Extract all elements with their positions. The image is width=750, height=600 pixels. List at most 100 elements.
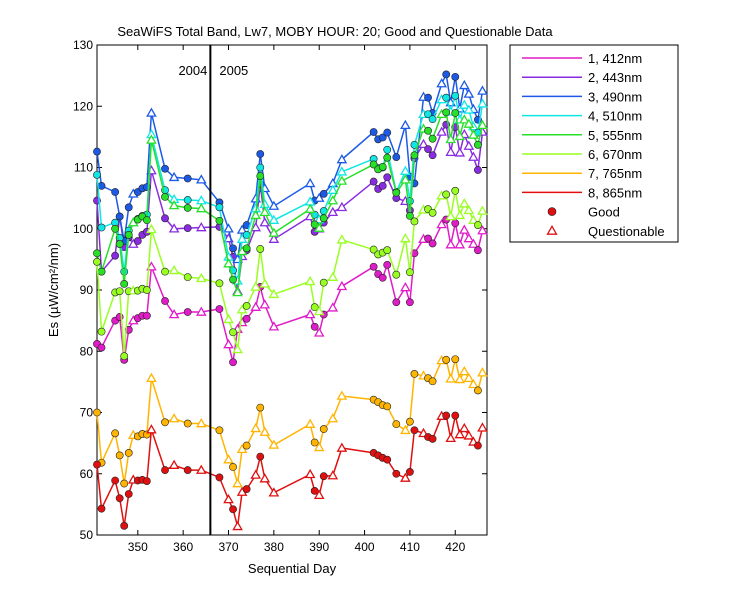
data-point-good (369, 160, 378, 169)
data-point-good (142, 311, 151, 320)
data-point-good (406, 417, 414, 426)
data-point-questionable (223, 223, 234, 233)
data-point-good (111, 251, 120, 260)
data-point-good (428, 239, 437, 248)
data-point-questionable (313, 441, 325, 452)
data-point-good (383, 145, 392, 154)
y-tick-label: 70 (80, 406, 94, 420)
data-point-questionable (168, 413, 180, 423)
data-point-good (442, 70, 451, 79)
data-point-good (161, 466, 169, 474)
data-point-questionable (232, 286, 243, 297)
data-point-questionable (250, 281, 262, 291)
data-point-good (424, 126, 432, 135)
data-point-good (406, 211, 414, 220)
data-point-good (242, 441, 251, 450)
series-line-5 (96, 111, 484, 293)
data-point-questionable (259, 299, 271, 309)
y-axis-label: Es (µW/cm²/nm) (46, 243, 61, 337)
data-point-questionable (195, 306, 207, 316)
data-point-good (115, 287, 124, 296)
data-point-good (424, 110, 432, 119)
data-point-questionable (400, 233, 411, 243)
data-point-questionable (477, 367, 488, 377)
data-point-good (383, 402, 392, 411)
data-point-questionable (477, 225, 488, 235)
data-point-questionable (146, 107, 157, 117)
data-point-good (451, 186, 460, 195)
data-point-questionable (304, 203, 316, 213)
data-point-good (120, 521, 129, 530)
data-point-good (428, 377, 437, 386)
data-point-good (183, 466, 192, 474)
data-point-questionable (436, 78, 447, 88)
data-point-good (424, 145, 432, 154)
data-point-questionable (268, 233, 280, 243)
data-point-questionable (259, 426, 271, 436)
data-point-questionable (400, 174, 411, 184)
legend-box (509, 44, 679, 243)
data-point-questionable (195, 464, 207, 474)
data-point-good (474, 221, 482, 229)
data-point-good (115, 494, 124, 503)
data-point-good (428, 115, 437, 124)
data-point-good (142, 216, 151, 225)
data-point-questionable (468, 214, 479, 224)
data-point-questionable (268, 214, 280, 224)
data-point-questionable (468, 378, 479, 389)
legend-label: 5, 555nm (588, 128, 642, 143)
data-point-good (442, 411, 451, 420)
data-point-questionable (168, 459, 180, 469)
data-point-questionable (259, 278, 271, 288)
legend-label: 8, 865nm (588, 185, 642, 200)
data-point-good (229, 463, 237, 471)
data-point-questionable (313, 489, 325, 499)
y-tick-label: 100 (73, 222, 93, 236)
x-tick-label: 410 (400, 540, 420, 554)
data-point-good (97, 223, 106, 232)
data-point-good (93, 460, 101, 469)
data-point-questionable (459, 365, 470, 376)
data-point-good (474, 246, 482, 255)
data-point-good (256, 150, 265, 158)
data-point-questionable (463, 204, 475, 215)
data-point-questionable (268, 227, 280, 237)
data-point-good (378, 181, 387, 190)
data-point-good (133, 237, 142, 245)
data-point-questionable (268, 288, 280, 299)
data-point-good (369, 128, 378, 136)
y-tick-label: 120 (73, 99, 93, 113)
data-point-good (442, 190, 451, 199)
data-point-questionable (477, 85, 488, 95)
legend-label: 3, 490nm (588, 89, 642, 104)
data-point-questionable (304, 418, 316, 428)
data-point-questionable (454, 130, 466, 141)
data-point-questionable (327, 206, 339, 217)
data-point-questionable (327, 195, 339, 205)
data-point-good (392, 153, 401, 161)
data-point-questionable (445, 133, 457, 144)
data-point-good (406, 298, 414, 307)
data-point-questionable (445, 146, 457, 156)
data-point-questionable (463, 233, 475, 243)
data-point-good (97, 504, 106, 513)
data-point-good (406, 268, 414, 277)
data-point-questionable (223, 493, 234, 504)
data-point-questionable (436, 218, 447, 229)
data-point-questionable (454, 147, 466, 157)
data-point-questionable (400, 282, 411, 292)
data-point-good (93, 147, 101, 156)
data-point-good (378, 273, 387, 282)
data-point-good (183, 196, 192, 204)
data-point-good (183, 308, 192, 316)
data-point-questionable (445, 210, 457, 221)
data-point-questionable (445, 432, 457, 443)
data-point-questionable (232, 520, 243, 531)
data-point-good (428, 134, 437, 143)
data-point-questionable (195, 272, 207, 283)
data-point-good (111, 188, 120, 196)
data-point-questionable (223, 258, 234, 268)
data-point-good (256, 452, 265, 461)
data-point-good (124, 203, 133, 212)
legend-label: 4, 510nm (588, 109, 642, 124)
